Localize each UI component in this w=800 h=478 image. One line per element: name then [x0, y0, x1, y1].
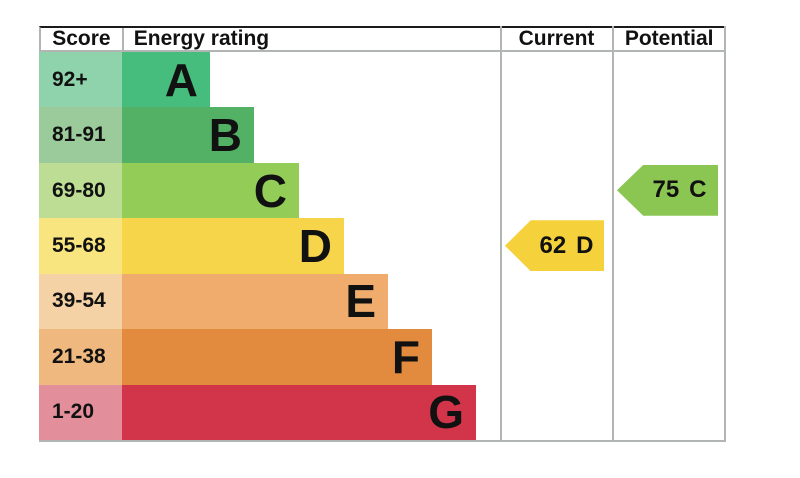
bands: 92+ A 81-91 B 69-80 C 55-68 D 39-54 E 21-38 F 1-20 G: [39, 52, 500, 440]
band-letter-d: D: [298, 219, 332, 272]
band-letter-c: C: [253, 164, 287, 217]
table-header-row: Score Energy rating Current Potential: [39, 26, 726, 52]
band-bar-d: D: [122, 218, 344, 274]
band-row-f: 21-38 F: [39, 329, 500, 385]
potential-score: 75: [652, 176, 680, 204]
column-divider-current: [500, 26, 502, 440]
band-letter-g: G: [428, 386, 464, 439]
score-range-d: 55-68: [39, 218, 122, 274]
band-letter-b: B: [208, 109, 242, 162]
score-range-e: 39-54: [39, 273, 122, 330]
score-range-b: 81-91: [39, 107, 122, 163]
band-bar-a: A: [122, 52, 210, 108]
current-header: Current: [518, 27, 595, 50]
band-letter-a: A: [164, 53, 198, 106]
current-column: 62 D: [500, 52, 612, 440]
current-rating-arrow: 62 D: [505, 220, 604, 272]
band-bar-f: F: [122, 329, 432, 385]
band-row-c: 69-80 C: [39, 162, 500, 219]
current-band-letter: D: [576, 231, 594, 259]
score-range-c: 69-80: [39, 162, 122, 219]
score-header: Score: [41, 27, 124, 50]
potential-header: Potential: [624, 27, 714, 50]
potential-rating-arrow: 75 C: [617, 164, 718, 216]
band-bar-e: E: [122, 273, 388, 330]
band-bar-c: C: [122, 162, 299, 219]
score-range-g: 1-20: [39, 384, 122, 440]
score-range-a: 92+: [39, 52, 122, 108]
potential-band-letter: C: [689, 176, 707, 204]
band-row-g: 1-20 G: [39, 384, 500, 440]
score-range-f: 21-38: [39, 329, 122, 385]
band-row-e: 39-54 E: [39, 273, 500, 330]
band-row-d: 55-68 D: [39, 218, 500, 274]
table-border-bottom: [39, 440, 726, 442]
band-row-b: 81-91 B: [39, 107, 500, 163]
band-letter-e: E: [345, 275, 376, 328]
band-bar-b: B: [122, 107, 254, 163]
current-score: 62: [539, 231, 567, 259]
potential-column: 75 C: [612, 52, 726, 440]
energy-rating-header: Energy rating: [133, 27, 270, 50]
band-row-a: 92+ A: [39, 52, 500, 108]
table-border-right: [724, 26, 726, 440]
band-letter-f: F: [391, 330, 420, 383]
column-divider-potential: [612, 26, 614, 440]
band-bar-g: G: [122, 384, 476, 440]
